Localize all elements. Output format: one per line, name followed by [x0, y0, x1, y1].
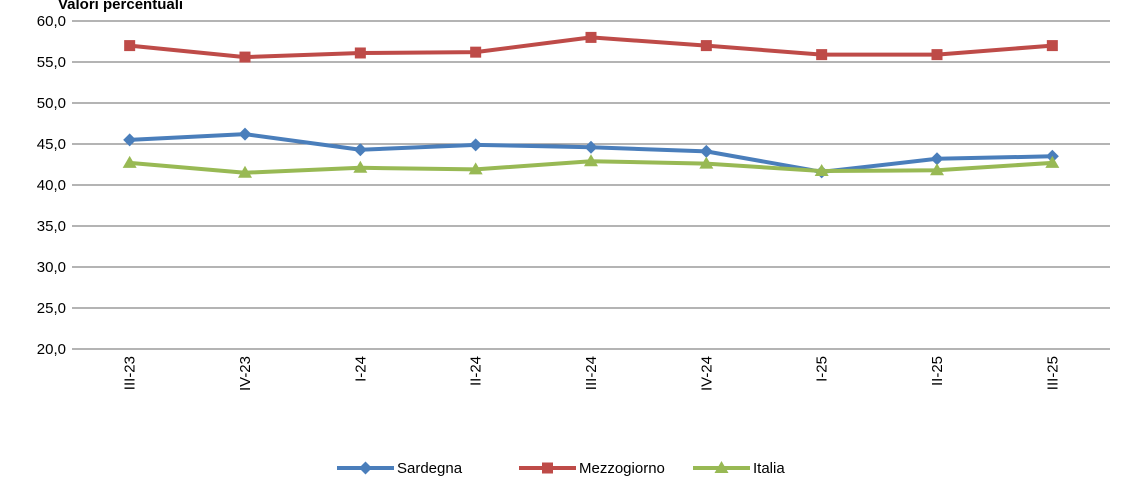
series-layer — [122, 31, 1060, 179]
data-point-mezzogiorno — [470, 46, 482, 58]
legend-label-sardegna: Sardegna — [397, 460, 463, 477]
data-point-italia — [238, 165, 252, 178]
data-point-sardegna — [238, 127, 252, 141]
x-tick-label: III-23 — [122, 356, 139, 390]
legend-item-mezzogiorno: Mezzogiorno — [519, 460, 665, 477]
data-point-mezzogiorno — [931, 49, 943, 61]
data-point-italia — [814, 164, 829, 177]
y-tick-label: 30,0 — [37, 259, 66, 276]
legend-item-italia: Italia — [693, 460, 785, 477]
data-point-mezzogiorno — [700, 40, 712, 52]
data-point-sardegna — [353, 143, 367, 157]
y-axis-ticks: 20,0 25,0 30,0 35,0 40,0 45,0 50,0 55,0 60,0 — [37, 13, 66, 358]
data-point-mezzogiorno — [354, 47, 366, 59]
legend: Sardegna Mezzogiorno Italia — [337, 460, 785, 477]
x-tick-label: I-25 — [814, 356, 831, 382]
y-tick-label: 25,0 — [37, 300, 66, 317]
x-tick-label: III-25 — [1044, 356, 1061, 390]
y-tick-label: 45,0 — [37, 136, 66, 153]
data-point-sardegna — [123, 133, 137, 147]
data-point-sardegna — [699, 144, 713, 158]
data-point-italia — [930, 163, 944, 176]
y-tick-label: 60,0 — [37, 13, 66, 30]
x-axis-ticks: III-23 IV-23 I-24 II-24 III-24 IV-24 I-25 II-25… — [122, 356, 1062, 391]
data-point-sardegna — [930, 152, 944, 166]
data-point-italia — [1045, 155, 1060, 168]
series-mezzogiorno — [124, 31, 1058, 63]
data-point-italia — [353, 160, 368, 173]
x-tick-label: IV-23 — [237, 356, 254, 391]
y-tick-label: 35,0 — [37, 218, 66, 235]
series-italia — [122, 154, 1060, 178]
x-tick-label: I-24 — [352, 356, 369, 382]
x-tick-label: III-24 — [583, 356, 600, 390]
legend-label-italia: Italia — [753, 460, 785, 477]
y-tick-label: 20,0 — [37, 341, 66, 358]
data-point-mezzogiorno — [585, 31, 597, 43]
data-point-mezzogiorno — [816, 49, 828, 61]
x-tick-label: II-25 — [929, 356, 946, 386]
data-point-sardegna — [584, 140, 598, 154]
data-point-italia — [699, 156, 714, 169]
data-point-italia — [468, 162, 483, 175]
data-point-mezzogiorno — [239, 51, 251, 63]
x-tick-label: IV-24 — [698, 356, 715, 391]
legend-marker-mezzogiorno — [542, 462, 553, 474]
data-point-mezzogiorno — [1046, 40, 1058, 52]
data-point-italia — [584, 154, 598, 167]
legend-label-mezzogiorno: Mezzogiorno — [579, 460, 665, 477]
legend-marker-sardegna — [359, 461, 372, 475]
y-tick-label: 55,0 — [37, 54, 66, 71]
legend-item-sardegna: Sardegna — [337, 460, 463, 477]
legend-marker-italia — [714, 461, 729, 473]
grid-lines — [72, 20, 1110, 350]
chart-title: Valori percentuali — [58, 0, 183, 13]
data-point-sardegna — [469, 138, 483, 152]
data-point-italia — [122, 155, 137, 168]
x-tick-label: II-24 — [468, 356, 485, 386]
y-tick-label: 40,0 — [37, 177, 66, 194]
y-tick-label: 50,0 — [37, 95, 66, 112]
data-point-mezzogiorno — [124, 40, 136, 52]
